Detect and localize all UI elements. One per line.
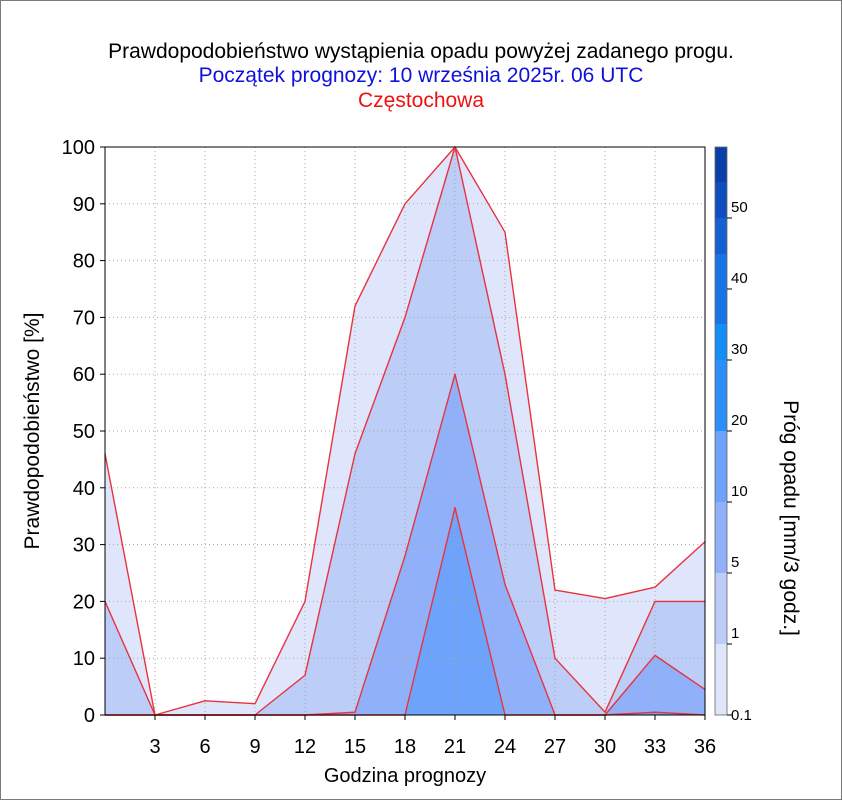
- colorbar-tick-label: 0.1: [731, 707, 752, 724]
- data-point: [354, 711, 356, 713]
- x-axis-label: Godzina prognozy: [324, 765, 486, 787]
- y-tick-label: 60: [73, 364, 95, 386]
- data-point: [604, 597, 606, 600]
- y-tick-label: 30: [73, 535, 95, 557]
- x-tick-label: 6: [199, 736, 210, 758]
- colorbar-tick-label: 30: [731, 341, 748, 358]
- x-tick-label: 33: [644, 736, 666, 758]
- data-point: [454, 507, 456, 509]
- data-point: [504, 583, 506, 585]
- data-point: [654, 654, 656, 656]
- colorbar-segment: [715, 254, 727, 289]
- x-tick-label: 15: [344, 736, 366, 758]
- colorbar-segment: [715, 644, 727, 715]
- y-tick-label: 20: [73, 591, 95, 613]
- data-point: [454, 373, 456, 375]
- colorbar-tick-label: 5: [731, 554, 739, 571]
- data-point: [304, 674, 306, 676]
- x-tick-label: 3: [149, 736, 160, 758]
- colorbar-segment: [715, 182, 727, 218]
- x-tick-label: 9: [249, 736, 260, 758]
- data-point: [504, 231, 506, 233]
- threshold-colorbar: 0.1 1 5 10 20 30 40 50: [714, 146, 752, 724]
- y-tick-label: 100: [62, 137, 95, 159]
- data-point: [554, 657, 556, 659]
- colorbar-tick-label: 50: [731, 199, 748, 216]
- data-point: [354, 305, 356, 307]
- data-point: [404, 203, 406, 205]
- data-point: [404, 316, 406, 318]
- data-point: [204, 700, 206, 702]
- data-point: [254, 703, 256, 705]
- area-threshold-3: [105, 374, 705, 715]
- x-tick-label: 36: [694, 736, 716, 758]
- y-tick-label: 90: [73, 194, 95, 216]
- data-point: [604, 711, 606, 713]
- y-tick-label: 10: [73, 648, 95, 670]
- colorbar-segment: [715, 573, 727, 644]
- data-point: [654, 600, 656, 603]
- colorbar-segment: [715, 218, 727, 254]
- colorbar-segment: [715, 431, 727, 502]
- colorbar-tick-label: 1: [731, 625, 739, 642]
- colorbar-segment: [715, 502, 727, 573]
- y-tick-label: 0: [84, 705, 95, 727]
- colorbar-segment: [715, 324, 727, 360]
- data-point: [504, 373, 506, 375]
- colorbar-tick-label: 20: [731, 412, 748, 429]
- x-tick-label: 30: [594, 736, 616, 758]
- colorbar-label: Próg opadu [mm/3 godz.]: [779, 400, 802, 636]
- data-point: [354, 453, 356, 455]
- x-tick-label: 18: [394, 736, 416, 758]
- y-tick-label: 70: [73, 307, 95, 329]
- colorbar-segment: [715, 360, 727, 431]
- y-tick-label: 80: [73, 251, 95, 273]
- y-axis-label: Prawdopodobieństwo [%]: [21, 313, 44, 550]
- colorbar-segment: [715, 289, 727, 324]
- data-point: [654, 711, 656, 713]
- x-tick-label: 24: [494, 736, 516, 758]
- colorbar-tick-label: 40: [731, 270, 748, 287]
- colorbar-tick-label: 10: [731, 483, 748, 500]
- x-tick-label: 27: [544, 736, 566, 758]
- location-name: Częstochowa: [357, 89, 485, 112]
- y-tick-label: 50: [73, 421, 95, 443]
- data-point: [554, 589, 556, 591]
- chart-title: Prawdopodobieństwo wystąpienia opadu pow…: [108, 40, 734, 63]
- forecast-start-subtitle: Początek prognozy: 10 września 2025r. 06…: [198, 64, 644, 87]
- x-tick-label: 12: [294, 736, 316, 758]
- data-point: [654, 586, 656, 588]
- data-point: [304, 600, 306, 603]
- data-point: [404, 555, 406, 557]
- y-tick-label: 40: [73, 478, 95, 500]
- x-tick-label: 21: [444, 736, 466, 758]
- colorbar-segment: [715, 147, 727, 182]
